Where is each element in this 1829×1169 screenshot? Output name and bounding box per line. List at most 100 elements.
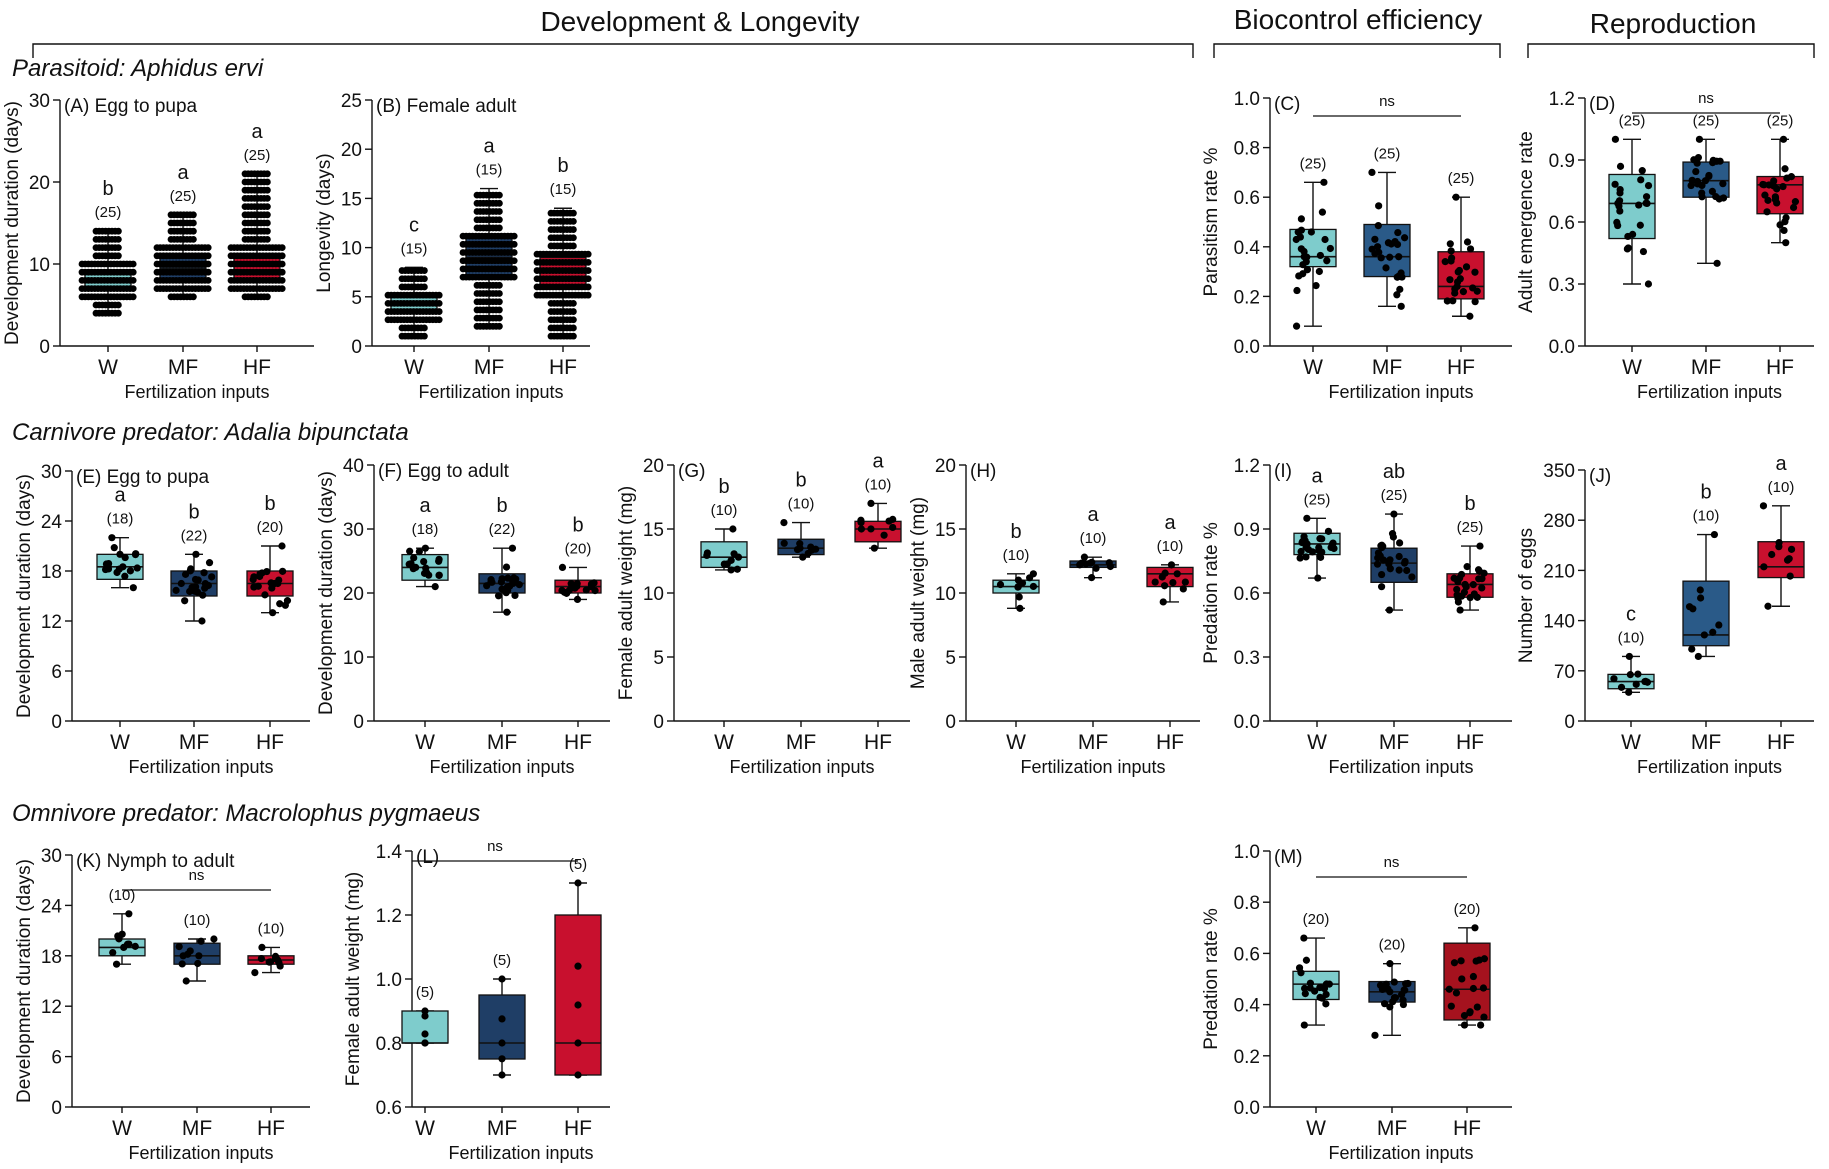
data-point bbox=[1475, 566, 1482, 573]
data-point bbox=[421, 1039, 428, 1046]
data-point bbox=[1458, 975, 1465, 982]
y-tick-label: 15 bbox=[935, 520, 956, 541]
significance-letter: b bbox=[557, 155, 568, 177]
y-tick-label: 1.0 bbox=[1234, 89, 1260, 110]
data-point bbox=[1625, 244, 1632, 251]
data-point bbox=[1386, 606, 1393, 613]
data-point bbox=[122, 554, 129, 561]
sample-size-label: (25) bbox=[95, 204, 122, 221]
data-point bbox=[1470, 985, 1477, 992]
significance-letter: c bbox=[1626, 603, 1636, 625]
x-tick-label: HF bbox=[1453, 1117, 1481, 1140]
y-tick-label: 0.6 bbox=[1234, 188, 1260, 209]
x-axis-label: Fertilization inputs bbox=[1020, 757, 1165, 777]
data-point bbox=[179, 960, 186, 967]
data-point bbox=[272, 953, 279, 960]
data-point bbox=[1304, 266, 1311, 273]
data-point bbox=[511, 257, 518, 264]
data-point bbox=[1455, 598, 1462, 605]
data-point bbox=[172, 587, 179, 594]
data-point bbox=[574, 596, 581, 603]
y-tick-label: 0 bbox=[351, 337, 362, 358]
x-tick-label: W bbox=[404, 356, 424, 379]
y-tick-label: 0.9 bbox=[1234, 520, 1260, 541]
significance-letter: b bbox=[1700, 482, 1711, 504]
data-point bbox=[1716, 158, 1723, 165]
panel-C: 0.00.20.40.60.81.0Parasitism rate %Ferti… bbox=[1201, 89, 1512, 402]
data-point bbox=[1697, 594, 1704, 601]
data-point bbox=[1719, 180, 1726, 187]
data-point bbox=[1773, 199, 1780, 206]
x-axis-label: Fertilization inputs bbox=[128, 1143, 273, 1163]
y-tick-label: 0.6 bbox=[376, 1098, 402, 1119]
data-point bbox=[1371, 1032, 1378, 1039]
data-point bbox=[436, 572, 443, 579]
data-point bbox=[1379, 543, 1386, 550]
data-point bbox=[1026, 574, 1033, 581]
data-point bbox=[1309, 548, 1316, 555]
data-point bbox=[205, 582, 212, 589]
y-tick-label: 20 bbox=[29, 173, 50, 194]
y-tick-label: 10 bbox=[29, 255, 50, 276]
y-tick-label: 6 bbox=[51, 662, 62, 683]
data-point bbox=[1776, 221, 1783, 228]
data-point bbox=[1698, 193, 1705, 200]
panel-label: (B) Female adult bbox=[376, 96, 517, 117]
data-point bbox=[1688, 645, 1695, 652]
x-tick-label: MF bbox=[1372, 356, 1402, 379]
data-point bbox=[1152, 578, 1159, 585]
data-point bbox=[205, 277, 212, 284]
box-HF bbox=[234, 256, 280, 281]
x-axis-label: Fertilization inputs bbox=[418, 382, 563, 402]
data-point bbox=[1637, 176, 1644, 183]
data-point bbox=[1447, 257, 1454, 264]
data-point bbox=[1160, 598, 1167, 605]
panel-label: (E) Egg to pupa bbox=[76, 467, 210, 488]
sample-size-label: (15) bbox=[401, 240, 428, 257]
data-point bbox=[1779, 183, 1786, 190]
x-axis-label: Fertilization inputs bbox=[1637, 382, 1782, 402]
data-point bbox=[780, 519, 787, 526]
data-point bbox=[728, 557, 735, 564]
data-point bbox=[130, 293, 137, 300]
panels: 0102030Development duration (days)Fertil… bbox=[2, 89, 1814, 1163]
y-tick-label: 40 bbox=[343, 456, 364, 477]
data-point bbox=[410, 565, 417, 572]
data-point bbox=[1476, 542, 1483, 549]
data-point bbox=[496, 323, 503, 330]
data-point bbox=[1401, 234, 1408, 241]
y-tick-label: 15 bbox=[341, 189, 362, 210]
significance-letter: ab bbox=[1383, 461, 1405, 483]
data-point bbox=[1635, 201, 1642, 208]
data-point bbox=[115, 236, 122, 243]
data-point bbox=[1396, 553, 1403, 560]
data-point bbox=[1453, 989, 1460, 996]
data-point bbox=[1692, 168, 1699, 175]
data-point bbox=[1321, 236, 1328, 243]
y-tick-label: 0.0 bbox=[1234, 1098, 1260, 1119]
data-point bbox=[420, 558, 427, 565]
panel-label: (A) Egg to pupa bbox=[64, 96, 198, 117]
data-point bbox=[190, 293, 197, 300]
data-point bbox=[1330, 545, 1337, 552]
data-point bbox=[127, 567, 134, 574]
data-point bbox=[1320, 179, 1327, 186]
data-point bbox=[495, 592, 502, 599]
y-tick-label: 6 bbox=[51, 1048, 62, 1069]
data-point bbox=[496, 315, 503, 322]
section-title-reproduction: Reproduction bbox=[1590, 8, 1757, 39]
data-point bbox=[206, 559, 213, 566]
data-point bbox=[421, 1030, 428, 1037]
panel-label: (I) bbox=[1274, 461, 1292, 482]
data-point bbox=[1016, 605, 1023, 612]
y-tick-label: 0.4 bbox=[1234, 996, 1261, 1017]
data-point bbox=[1303, 515, 1310, 522]
panel-label: (G) bbox=[678, 461, 705, 482]
x-tick-label: HF bbox=[1766, 356, 1794, 379]
data-point bbox=[205, 252, 212, 259]
data-point bbox=[585, 292, 592, 299]
sample-size-label: (25) bbox=[1619, 112, 1646, 129]
data-point bbox=[574, 1001, 581, 1008]
data-point bbox=[588, 580, 595, 587]
data-point bbox=[574, 1071, 581, 1078]
